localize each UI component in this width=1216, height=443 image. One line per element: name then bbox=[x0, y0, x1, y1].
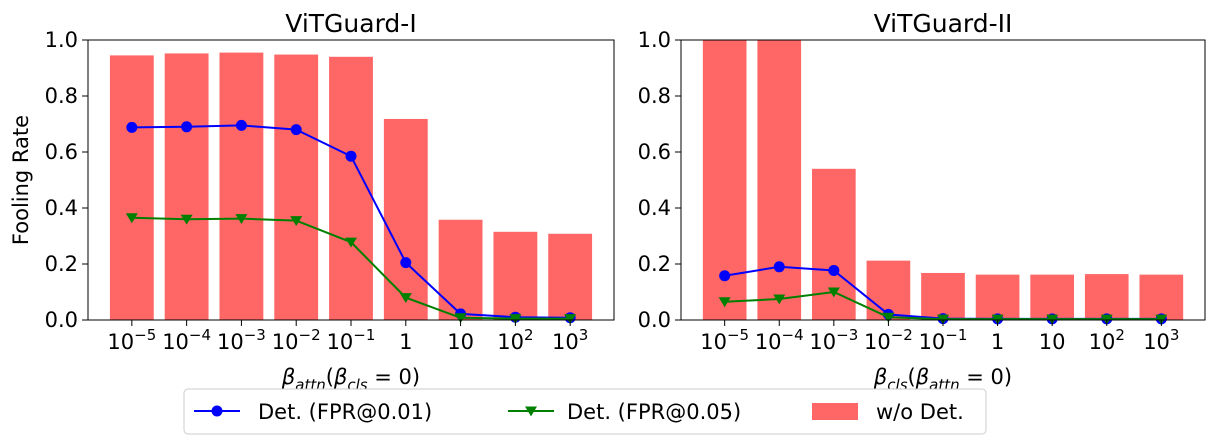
x-tick-label: 10−5 bbox=[700, 326, 749, 354]
bar-5 bbox=[329, 56, 373, 321]
point-fpr-005 bbox=[509, 314, 522, 324]
legend-label: w/o Det. bbox=[876, 400, 964, 424]
bar-2 bbox=[757, 40, 802, 320]
y-tick-label: 0.0 bbox=[638, 308, 671, 332]
legend-label: Det. (FPR@0.05) bbox=[567, 400, 741, 424]
y-tick-label: 0.4 bbox=[638, 196, 671, 220]
x-tick-label: 10−4 bbox=[755, 326, 804, 354]
point-fpr-001 bbox=[400, 257, 412, 269]
legend-marker-circle bbox=[211, 405, 223, 417]
legend-label: Det. (FPR@0.01) bbox=[258, 400, 432, 424]
y-tick-label: 0.8 bbox=[638, 84, 671, 108]
x-tick-label: 1 bbox=[399, 330, 412, 354]
x-tick-label: 102 bbox=[497, 326, 533, 354]
y-tick-label: 1.0 bbox=[638, 28, 671, 52]
bar-7 bbox=[438, 219, 483, 320]
bar-6 bbox=[383, 118, 428, 321]
x-tick-label: 10 bbox=[1039, 330, 1066, 354]
point-fpr-001 bbox=[345, 150, 357, 162]
bar-9 bbox=[548, 233, 593, 320]
y-tick-label: 0.2 bbox=[638, 252, 671, 276]
bar-8 bbox=[493, 231, 538, 320]
x-tick-label: 10−1 bbox=[327, 326, 376, 354]
x-tick-label: 10−5 bbox=[107, 326, 156, 354]
bar-7 bbox=[1030, 274, 1074, 320]
x-tick-label: 10−2 bbox=[272, 326, 321, 354]
x-tick-label: 103 bbox=[552, 326, 588, 354]
bar-3 bbox=[219, 52, 264, 320]
y-tick-label: 0.4 bbox=[45, 196, 78, 220]
x-tick-label: 103 bbox=[1143, 326, 1179, 354]
point-fpr-005 bbox=[718, 297, 731, 308]
point-fpr-001 bbox=[290, 124, 302, 136]
point-fpr-005 bbox=[773, 294, 786, 305]
point-fpr-001 bbox=[235, 119, 247, 131]
point-fpr-005 bbox=[454, 313, 467, 324]
chart-title: ViTGuard-I bbox=[285, 9, 416, 38]
chart-panel-vitguard-i: 0.0 0.2 0.4 0.6 0.8 1.0 10−5 10−4 10−3 10−2 10−1 1 1… bbox=[9, 9, 615, 394]
point-fpr-005 bbox=[125, 213, 138, 224]
point-fpr-005 bbox=[399, 293, 412, 303]
y-tick-label: 1.0 bbox=[45, 28, 78, 52]
bar-8 bbox=[1084, 274, 1129, 320]
point-fpr-005 bbox=[827, 287, 840, 298]
bar-5 bbox=[921, 272, 965, 320]
y-tick-label: 0.2 bbox=[45, 252, 78, 276]
x-tick-label: 102 bbox=[1089, 326, 1125, 354]
point-fpr-005 bbox=[345, 237, 357, 248]
x-tick-label: 10−2 bbox=[864, 326, 913, 354]
chart-title: ViTGuard-II bbox=[874, 9, 1013, 38]
point-fpr-005 bbox=[235, 214, 248, 225]
legend-frame bbox=[183, 388, 987, 435]
x-tick-label: 1 bbox=[991, 330, 1004, 354]
x-tick-label: 10−4 bbox=[162, 326, 211, 354]
x-tick-label: 10−1 bbox=[919, 326, 968, 354]
y-tick-label: 0.0 bbox=[45, 308, 78, 332]
bar-4 bbox=[274, 54, 319, 321]
y-tick-label: 0.6 bbox=[45, 140, 78, 164]
y-tick-label: 0.6 bbox=[638, 140, 671, 164]
x-tick-label: 10−3 bbox=[217, 326, 266, 354]
point-fpr-001 bbox=[126, 121, 138, 133]
point-fpr-005 bbox=[180, 214, 193, 225]
legend-patch bbox=[812, 403, 858, 420]
point-fpr-001 bbox=[828, 264, 840, 276]
legend: Det. (FPR@0.01) Det. (FPR@0.05) w/o Det. bbox=[183, 388, 987, 435]
x-tick-label: 10−3 bbox=[809, 326, 858, 354]
point-fpr-005 bbox=[290, 216, 303, 226]
point-fpr-001 bbox=[719, 270, 731, 282]
y-axis-label: Fooling Rate bbox=[9, 115, 33, 245]
y-tick-label: 0.8 bbox=[45, 84, 78, 108]
point-fpr-005 bbox=[564, 314, 577, 324]
bar-6 bbox=[975, 274, 1020, 320]
bar-2 bbox=[164, 53, 209, 320]
bar-9 bbox=[1139, 274, 1184, 320]
point-fpr-005 bbox=[882, 312, 895, 323]
bar-1 bbox=[109, 55, 154, 321]
legend-marker-triangle bbox=[525, 406, 537, 417]
point-fpr-001 bbox=[773, 261, 785, 273]
chart-panel-vitguard-ii: 0.0 0.2 0.4 0.6 0.8 1.0 10−5 10−4 10−3 10−2 10−1 1 1… bbox=[638, 9, 1206, 394]
point-fpr-001 bbox=[181, 121, 193, 133]
x-tick-label: 10 bbox=[447, 330, 474, 354]
